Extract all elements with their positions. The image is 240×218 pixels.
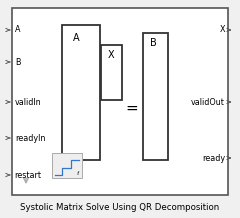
Text: B: B bbox=[15, 58, 20, 66]
Bar bbox=[52, 153, 82, 178]
Bar bbox=[143, 33, 168, 160]
Text: A: A bbox=[15, 26, 20, 34]
Text: restart: restart bbox=[14, 170, 41, 179]
Bar bbox=[12, 8, 228, 195]
Text: ready: ready bbox=[202, 153, 225, 162]
Text: =: = bbox=[126, 100, 138, 116]
Text: validIn: validIn bbox=[15, 97, 42, 107]
Text: X: X bbox=[108, 50, 114, 60]
Bar bbox=[101, 45, 122, 100]
Text: validOut: validOut bbox=[191, 97, 225, 107]
Bar bbox=[62, 25, 100, 160]
Text: readyIn: readyIn bbox=[15, 133, 45, 143]
Text: Systolic Matrix Solve Using QR Decomposition: Systolic Matrix Solve Using QR Decomposi… bbox=[20, 203, 220, 211]
Text: B: B bbox=[150, 38, 156, 48]
Text: X: X bbox=[220, 26, 225, 34]
Text: A: A bbox=[73, 33, 79, 43]
Text: fi: fi bbox=[77, 171, 80, 176]
